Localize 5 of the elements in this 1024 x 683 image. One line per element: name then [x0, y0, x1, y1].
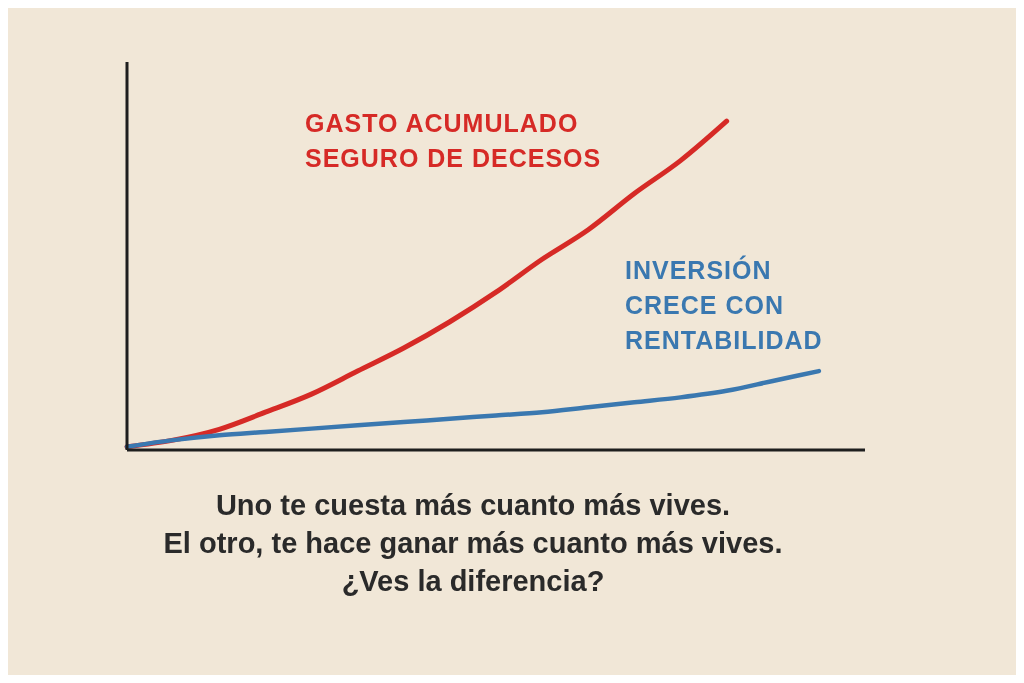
text: El otro, te hace ganar más cuanto más vives. [162, 526, 784, 561]
text: ¿Ves la diferencia? [340, 564, 606, 599]
text: Uno te cuesta más cuanto más vives. [214, 488, 732, 523]
series-label: GASTO ACUMULADO SEGURO DE DECESOS [305, 108, 603, 174]
series-label: INVERSIÓN CRECE CON RENTABILIDAD [625, 254, 824, 356]
